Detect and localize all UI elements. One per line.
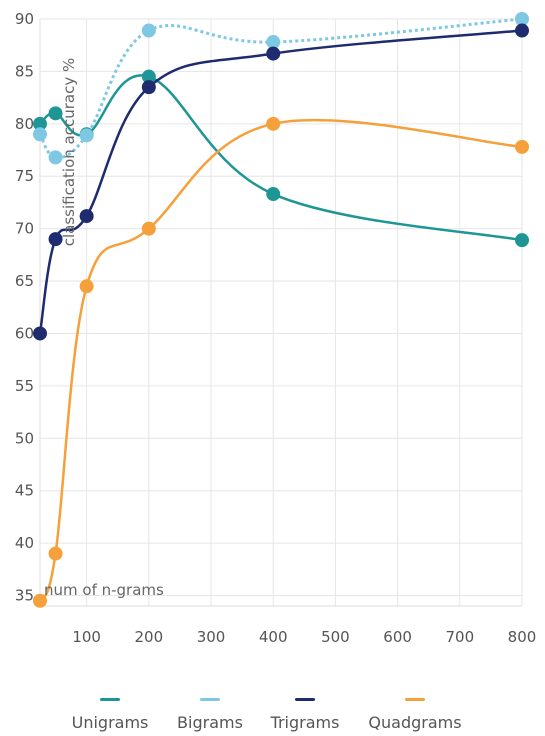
y-tick-label-40: 40 (15, 534, 34, 552)
y-tick-label-50: 50 (15, 429, 34, 447)
data-point-bigrams-400 (266, 35, 281, 50)
data-point-trigrams-25 (33, 326, 47, 341)
series-points (33, 12, 529, 608)
data-point-unigrams-25 (33, 116, 47, 131)
x-tick-label-600: 600 (383, 628, 412, 646)
y-tick-label-35: 35 (15, 587, 34, 605)
legend-label-trigrams: Trigrams (270, 713, 340, 732)
legend-label-bigrams: Bigrams (177, 713, 243, 732)
data-point-unigrams-400 (266, 187, 281, 202)
chart-legend: Unigrams Bigrams Trigrams Quadgrams (0, 690, 545, 736)
data-point-quadgrams-400 (266, 116, 281, 131)
data-point-trigrams-800 (515, 23, 529, 38)
data-point-quadgrams-800 (515, 139, 529, 154)
y-tick-label-90: 90 (15, 10, 34, 28)
x-tick-label-700: 700 (445, 628, 474, 646)
line-chart: 35 40 45 50 55 60 65 70 75 80 85 90 100 200 300 400 500… (15, 10, 536, 646)
y-tick-label-85: 85 (15, 62, 34, 80)
y-tick-label-80: 80 (15, 115, 34, 133)
data-point-trigrams-100 (79, 209, 94, 224)
legend-label-quadgrams: Quadgrams (368, 713, 462, 732)
legend-swatch-bigrams (200, 698, 220, 701)
x-tick-label-300: 300 (197, 628, 226, 646)
y-tick-label-55: 55 (15, 377, 34, 395)
y-tick-label-70: 70 (15, 220, 34, 238)
legend-swatch-quadgrams (405, 698, 425, 701)
data-point-unigrams-800 (515, 233, 529, 248)
series-line-unigrams (39, 74, 523, 242)
data-point-quadgrams-50 (48, 546, 63, 561)
data-point-unigrams-50 (48, 106, 63, 121)
y-tick-label-65: 65 (15, 272, 34, 290)
data-point-bigrams-100 (79, 128, 94, 143)
data-point-trigrams-400 (266, 46, 281, 61)
legend-label-unigrams: Unigrams (71, 713, 149, 732)
y-tick-label-75: 75 (15, 167, 34, 185)
legend-item-bigrams[interactable]: Bigrams (150, 690, 270, 732)
x-tick-label-500: 500 (321, 628, 350, 646)
y-tick-label-45: 45 (15, 482, 34, 500)
legend-item-quadgrams[interactable]: Quadgrams (355, 690, 475, 732)
series-line-bigrams (38, 17, 523, 159)
x-tick-label-800: 800 (508, 628, 537, 646)
y-tick-label-60: 60 (15, 324, 34, 342)
data-point-quadgrams-200 (141, 221, 156, 236)
series-line-quadgrams (38, 118, 523, 602)
data-point-bigrams-25 (33, 127, 47, 142)
x-tick-label-200: 200 (135, 628, 164, 646)
data-point-trigrams-200 (141, 80, 156, 95)
x-tick-label-100: 100 (72, 628, 101, 646)
data-point-quadgrams-100 (79, 279, 94, 294)
series-lines (38, 17, 523, 602)
data-point-quadgrams-25 (33, 593, 47, 608)
x-axis-label: num of n-grams (44, 581, 164, 599)
x-tick-label-400: 400 (259, 628, 288, 646)
x-axis-ticks: 100 200 300 400 500 600 700 800 (72, 628, 536, 646)
legend-swatch-unigrams (100, 698, 120, 701)
legend-swatch-trigrams (295, 698, 315, 701)
data-point-trigrams-50 (48, 232, 63, 247)
legend-item-trigrams[interactable]: Trigrams (245, 690, 365, 732)
data-point-bigrams-50 (48, 150, 63, 165)
chart-grid (39, 18, 523, 607)
data-point-bigrams-800 (515, 12, 529, 26)
data-point-bigrams-200 (141, 23, 156, 38)
y-axis-label: classification accuracy % (60, 58, 78, 247)
data-point-unigrams-200 (141, 69, 156, 84)
y-axis-ticks: 35 40 45 50 55 60 65 70 75 80 85 90 (15, 10, 34, 605)
legend-item-unigrams[interactable]: Unigrams (50, 690, 170, 732)
